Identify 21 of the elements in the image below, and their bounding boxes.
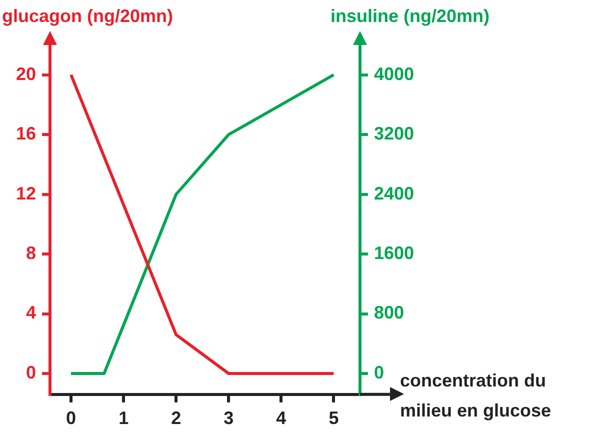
y2-tick-label: 0 — [374, 362, 384, 382]
y-tick-label: 12 — [16, 183, 36, 204]
y2-tick-label: 3200 — [374, 124, 414, 144]
x-tick-label: 2 — [171, 408, 182, 428]
y2-tick-label: 2400 — [374, 183, 414, 204]
y-tick-label: 0 — [26, 362, 36, 382]
x-tick-label: 4 — [276, 408, 286, 428]
y-tick-label: 20 — [16, 64, 36, 84]
x-tick-label: 1 — [118, 408, 129, 428]
y2-axis-title: insuline (ng/20mn) — [330, 6, 490, 26]
y-axis-title: glucagon (ng/20mn) — [2, 6, 174, 26]
x-tick-label: 5 — [328, 408, 339, 428]
y2-tick-label: 1600 — [374, 243, 414, 264]
y2-tick-label: 4000 — [374, 64, 414, 84]
x-tick-label: 3 — [224, 408, 234, 428]
x-tick-label: 0 — [66, 408, 76, 428]
y2-tick-label: 800 — [374, 302, 404, 323]
y-tick-label: 8 — [26, 243, 36, 264]
y-tick-label: 4 — [26, 302, 36, 323]
y-tick-label: 16 — [16, 124, 36, 144]
x-axis-title: concentration du milieu en glucose — [400, 370, 552, 420]
